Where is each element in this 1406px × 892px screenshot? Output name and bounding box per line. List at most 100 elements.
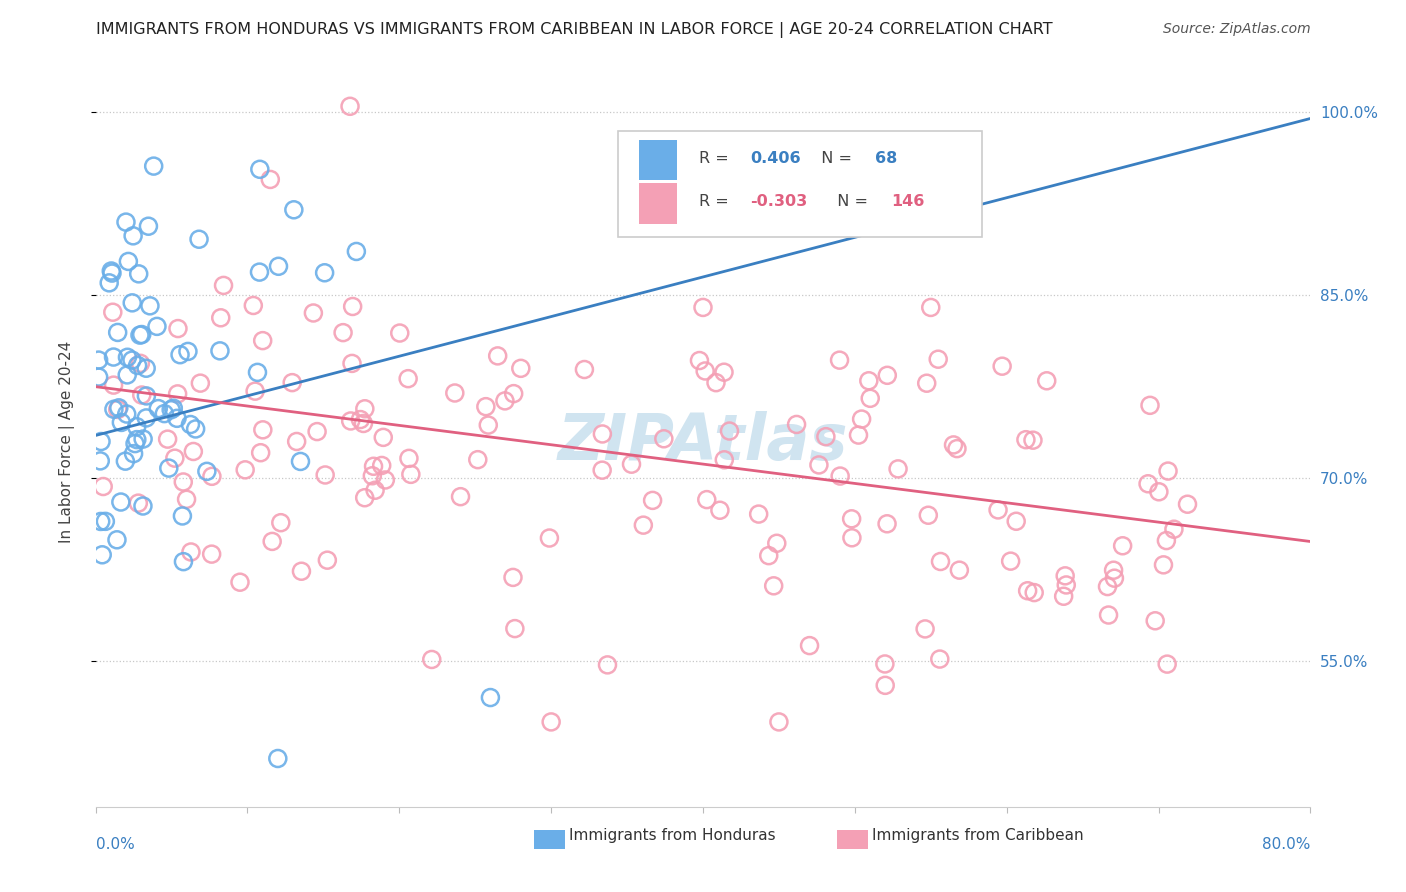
- Point: [352, 417, 374, 431]
- Point: [859, 392, 882, 406]
- Point: [692, 301, 714, 315]
- Point: [1137, 476, 1160, 491]
- Point: [942, 438, 965, 452]
- Point: [201, 469, 224, 483]
- Point: [129, 356, 152, 370]
- Point: [713, 365, 735, 379]
- Point: [1017, 583, 1039, 598]
- Point: [920, 301, 942, 315]
- Point: [479, 690, 502, 705]
- Point: [307, 425, 329, 439]
- Point: [363, 459, 385, 474]
- Point: [127, 359, 149, 373]
- Point: [848, 428, 870, 442]
- Point: [101, 305, 124, 319]
- Point: [135, 411, 157, 425]
- Point: [388, 326, 411, 340]
- Text: 68: 68: [876, 151, 898, 166]
- Point: [914, 622, 936, 636]
- Point: [249, 446, 271, 460]
- Point: [762, 579, 785, 593]
- Point: [229, 575, 252, 590]
- Point: [1147, 484, 1170, 499]
- Point: [184, 422, 207, 436]
- Point: [1177, 497, 1199, 511]
- Point: [242, 298, 264, 312]
- Point: [89, 454, 111, 468]
- Point: [450, 490, 472, 504]
- Point: [477, 418, 499, 433]
- Point: [467, 452, 489, 467]
- Point: [131, 388, 153, 402]
- Point: [122, 228, 145, 243]
- Point: [344, 244, 367, 259]
- Point: [110, 495, 132, 509]
- Point: [90, 434, 112, 449]
- Text: 80.0%: 80.0%: [1263, 837, 1310, 852]
- Point: [876, 516, 898, 531]
- Point: [858, 374, 880, 388]
- Point: [121, 353, 143, 368]
- Point: [364, 483, 387, 498]
- Point: [105, 533, 128, 547]
- Point: [179, 417, 201, 432]
- Point: [1156, 533, 1178, 548]
- Point: [156, 432, 179, 446]
- Point: [509, 361, 531, 376]
- Point: [117, 351, 139, 365]
- Point: [1097, 580, 1119, 594]
- Point: [814, 430, 837, 444]
- Point: [361, 468, 384, 483]
- Point: [370, 458, 392, 473]
- Point: [696, 492, 718, 507]
- Point: [591, 463, 613, 477]
- Point: [188, 232, 211, 246]
- Point: [249, 265, 271, 279]
- Y-axis label: In Labor Force | Age 20-24: In Labor Force | Age 20-24: [59, 341, 75, 542]
- Point: [887, 462, 910, 476]
- Text: 0.406: 0.406: [751, 151, 801, 166]
- Point: [135, 361, 157, 376]
- Point: [1144, 614, 1167, 628]
- Point: [246, 365, 269, 379]
- Point: [262, 534, 284, 549]
- Point: [125, 419, 148, 434]
- Point: [90, 515, 112, 529]
- Point: [316, 553, 339, 567]
- Point: [502, 386, 524, 401]
- Point: [917, 508, 939, 523]
- Point: [718, 424, 741, 438]
- Point: [987, 503, 1010, 517]
- FancyBboxPatch shape: [638, 184, 678, 224]
- Point: [314, 467, 336, 482]
- Point: [270, 516, 292, 530]
- Point: [1054, 569, 1077, 583]
- Point: [927, 352, 949, 367]
- Point: [121, 296, 143, 310]
- Point: [704, 376, 727, 390]
- Point: [502, 570, 524, 584]
- Point: [340, 356, 363, 370]
- Point: [98, 276, 121, 290]
- Point: [160, 402, 183, 417]
- Point: [929, 554, 952, 568]
- Point: [396, 372, 419, 386]
- Point: [873, 657, 896, 671]
- Point: [339, 99, 361, 113]
- Point: [201, 547, 224, 561]
- Point: [928, 652, 950, 666]
- Point: [138, 219, 160, 234]
- Point: [1104, 571, 1126, 585]
- Point: [94, 514, 117, 528]
- Point: [652, 432, 675, 446]
- Point: [620, 457, 643, 471]
- Point: [1054, 578, 1077, 592]
- Point: [475, 400, 498, 414]
- Point: [1022, 433, 1045, 447]
- Point: [142, 159, 165, 173]
- Point: [948, 563, 970, 577]
- Point: [688, 353, 710, 368]
- Point: [281, 376, 304, 390]
- Point: [172, 508, 194, 523]
- Point: [342, 300, 364, 314]
